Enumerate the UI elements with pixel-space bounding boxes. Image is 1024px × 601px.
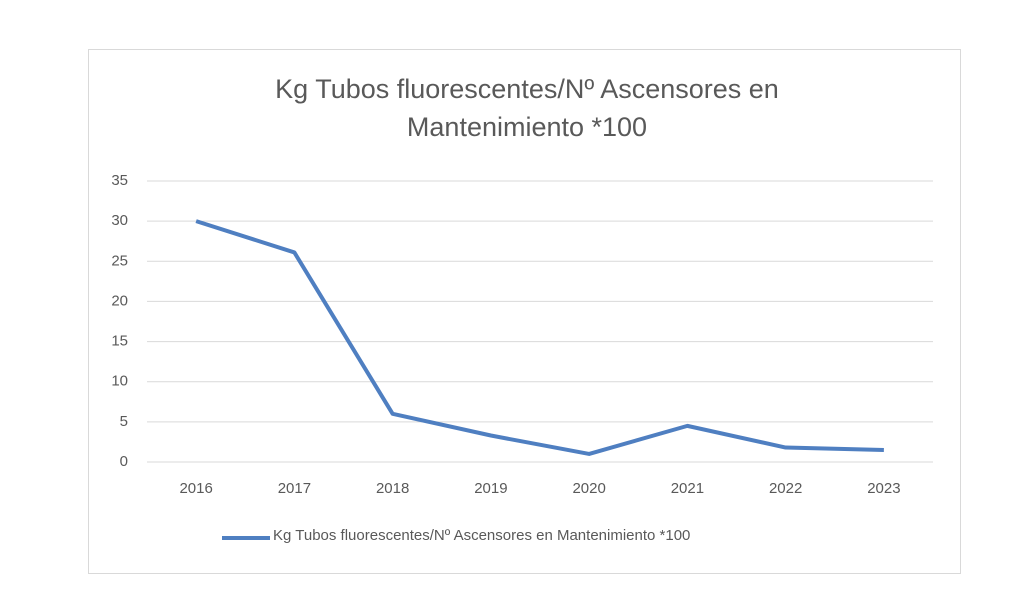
x-tick-label: 2022	[769, 480, 802, 497]
chart-title: Kg Tubos fluorescentes/Nº Ascensores en …	[275, 74, 779, 142]
y-tick-label: 0	[120, 453, 128, 470]
x-tick-label: 2019	[474, 480, 507, 497]
x-tick-label: 2018	[376, 480, 409, 497]
y-tick-label: 10	[111, 373, 128, 390]
legend-label: Kg Tubos fluorescentes/Nº Ascensores en …	[273, 527, 690, 544]
x-tick-label: 2021	[671, 480, 704, 497]
y-tick-label: 25	[111, 252, 128, 269]
y-tick-label: 30	[111, 212, 128, 229]
y-tick-label: 5	[120, 413, 128, 430]
x-tick-label: 2023	[867, 480, 900, 497]
x-tick-label: 2016	[179, 480, 212, 497]
data-line	[195, 219, 884, 456]
x-tick-label: 2017	[278, 480, 311, 497]
chart-frame	[88, 49, 961, 574]
y-tick-label: 20	[111, 292, 128, 309]
x-tick-label: 2020	[572, 480, 605, 497]
y-tick-label: 15	[111, 333, 128, 350]
y-tick-label: 35	[111, 172, 128, 189]
